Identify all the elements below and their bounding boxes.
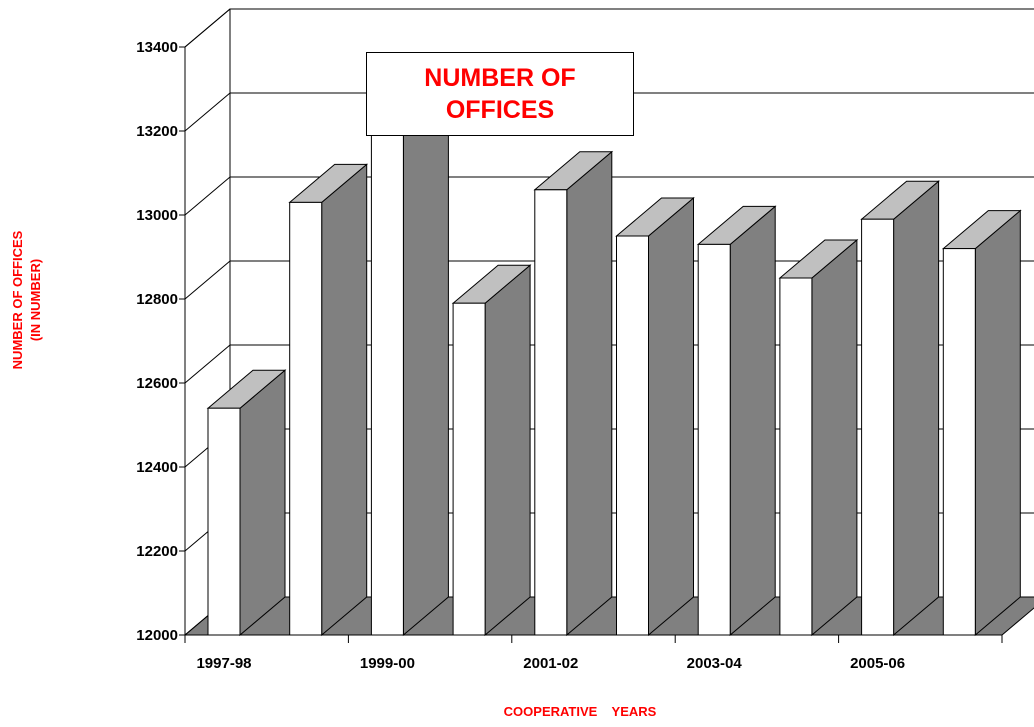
y-tick-label: 12000 xyxy=(136,627,178,644)
x-tick-label: 2001-02 xyxy=(523,655,578,672)
x-tick-label: 2003-04 xyxy=(687,655,743,672)
bar-side xyxy=(811,238,858,637)
bar xyxy=(861,218,895,636)
bar xyxy=(207,407,241,636)
grid-line xyxy=(184,260,231,300)
bar-side xyxy=(974,209,1021,637)
x-tick-label: 1999-00 xyxy=(360,655,415,672)
grid-line xyxy=(184,8,231,48)
bar-side xyxy=(893,180,940,637)
bar-side xyxy=(648,196,694,637)
bar-side xyxy=(484,264,531,637)
bar xyxy=(534,189,568,636)
y-tick-label: 12200 xyxy=(136,543,178,560)
bar xyxy=(779,277,813,636)
grid-line xyxy=(184,176,231,216)
y-tick-label: 12400 xyxy=(136,459,178,476)
x-tick-label: 1997-98 xyxy=(196,655,251,672)
bar-side xyxy=(566,150,613,637)
y-axis-label: (IN NUMBER) xyxy=(28,259,43,341)
bar xyxy=(616,235,649,636)
x-axis-label: COOPERATIVE YEARS xyxy=(504,704,657,719)
bar xyxy=(942,248,976,636)
grid-line xyxy=(184,344,231,384)
bar xyxy=(452,302,486,636)
bar-side xyxy=(239,369,286,637)
y-tick-label: 13400 xyxy=(136,39,178,56)
bar-side xyxy=(729,205,776,637)
bar xyxy=(697,243,731,636)
y-axis-label: NUMBER OF OFFICES xyxy=(10,230,25,369)
bar-side xyxy=(402,79,449,637)
bar xyxy=(289,201,323,636)
bar-side xyxy=(321,163,368,637)
y-tick-label: 13200 xyxy=(136,123,178,140)
bar xyxy=(370,117,404,636)
grid-line xyxy=(184,92,231,132)
x-tick-label: 2005-06 xyxy=(850,655,905,672)
y-tick-label: 12600 xyxy=(136,375,178,392)
y-tick-label: 13000 xyxy=(136,207,178,224)
y-tick-label: 12800 xyxy=(136,291,178,308)
chart-title: NUMBER OF OFFICES xyxy=(366,52,634,136)
